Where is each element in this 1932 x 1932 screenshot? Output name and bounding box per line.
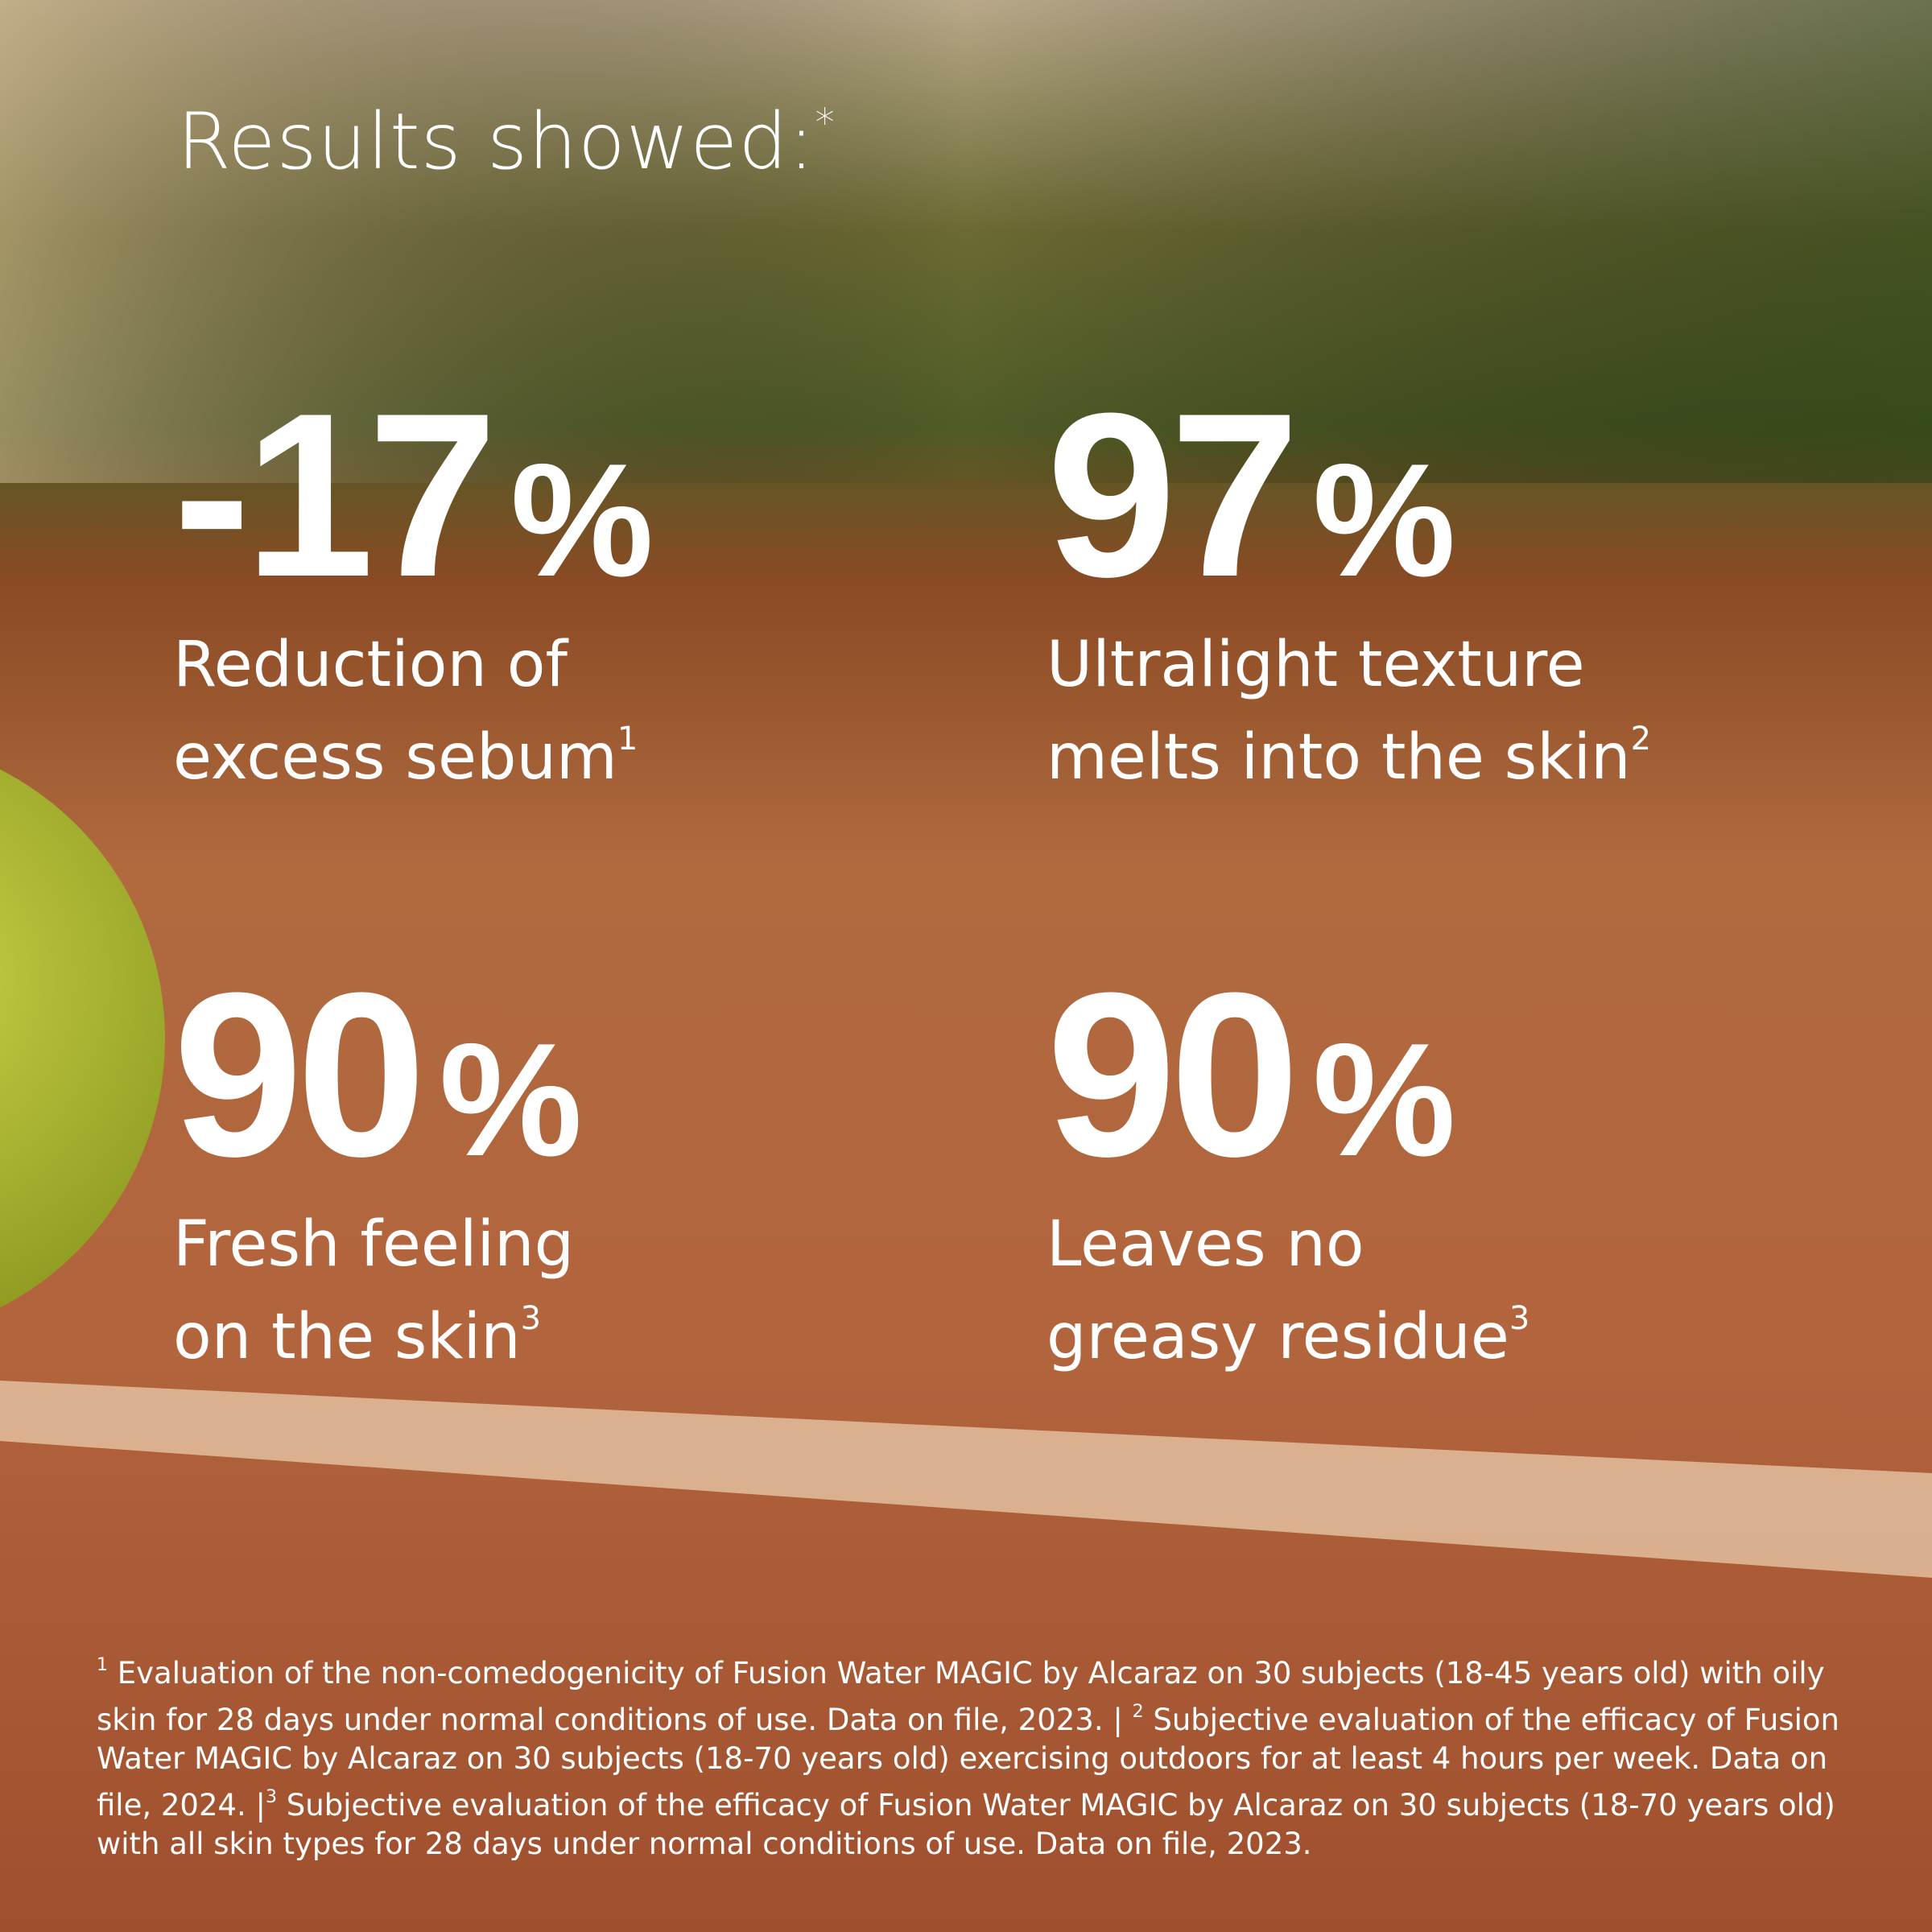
stat: 90% Leaves no greasy residue3 <box>1046 958 1852 1374</box>
stat-label-line: Leaves no <box>1046 1208 1852 1282</box>
stat-label: Fresh feeling on the skin3 <box>173 1208 978 1374</box>
footnote-text: Subjective evaluation of the efficacy of… <box>97 1703 1839 1823</box>
stat-label-line: Reduction of <box>173 628 978 702</box>
stat: 90% Fresh feeling on the skin3 <box>173 958 978 1374</box>
title: Results showed:* <box>177 97 836 187</box>
stat-label-text: excess sebum <box>173 721 617 794</box>
stat-label: Reduction of excess sebum1 <box>173 628 978 795</box>
stat-number: 90 <box>1046 944 1300 1205</box>
footnote-mark: 2 <box>1132 1702 1144 1722</box>
stat-label-line: melts into the skin2 <box>1046 702 1852 795</box>
title-text: Results showed: <box>177 97 815 187</box>
stat-value: 90% <box>173 958 978 1191</box>
stat-unit: % <box>510 431 654 610</box>
stat: -17% Reduction of excess sebum1 <box>173 378 978 795</box>
footnote-ref: 3 <box>1509 1300 1530 1337</box>
stat-label: Ultralight texture melts into the skin2 <box>1046 628 1852 795</box>
stat-label-line: excess sebum1 <box>173 702 978 795</box>
stat-unit: % <box>1312 1010 1456 1190</box>
stat-label-text: Fresh feeling <box>173 1208 575 1281</box>
stat-label-line: Ultralight texture <box>1046 628 1852 702</box>
footnotes: 1 Evaluation of the non-comedogenicity o… <box>97 1646 1868 1864</box>
stat-value: 90% <box>1046 958 1852 1191</box>
footnote-ref: 2 <box>1630 720 1652 758</box>
footnote-text: Subjective evaluation of the efficacy of… <box>97 1788 1835 1861</box>
stat-unit: % <box>1312 431 1456 610</box>
stat-number: -17 <box>173 365 497 625</box>
stat-unit: % <box>439 1010 583 1190</box>
stat-label-line: on the skin3 <box>173 1282 978 1374</box>
stat-label-line: Fresh feeling <box>173 1208 978 1282</box>
stat-label-text: melts into the skin <box>1046 721 1631 794</box>
stat-label-text: greasy residue <box>1046 1301 1509 1373</box>
stat-number: 90 <box>173 944 427 1205</box>
title-mark: * <box>815 101 836 146</box>
stat-label-text: Reduction of <box>173 629 568 701</box>
footnote-ref: 3 <box>520 1300 542 1337</box>
stat-value: 97% <box>1046 378 1852 612</box>
footnote-text: Evaluation of the non-comedogenicity of … <box>97 1656 1825 1737</box>
stat: 97% Ultralight texture melts into the skin… <box>1046 378 1852 795</box>
footnote-ref: 1 <box>617 720 638 758</box>
stat-label-text: Leaves no <box>1046 1208 1364 1281</box>
stat-value: -17% <box>173 378 978 612</box>
footnote-mark: 1 <box>97 1655 108 1675</box>
stat-number: 97 <box>1046 365 1300 625</box>
stat-label-line: greasy residue3 <box>1046 1282 1852 1374</box>
stat-label-text: Ultralight texture <box>1046 629 1585 701</box>
stat-label: Leaves no greasy residue3 <box>1046 1208 1852 1374</box>
stat-label-text: on the skin <box>173 1301 521 1373</box>
footnote-mark: 3 <box>266 1787 278 1807</box>
